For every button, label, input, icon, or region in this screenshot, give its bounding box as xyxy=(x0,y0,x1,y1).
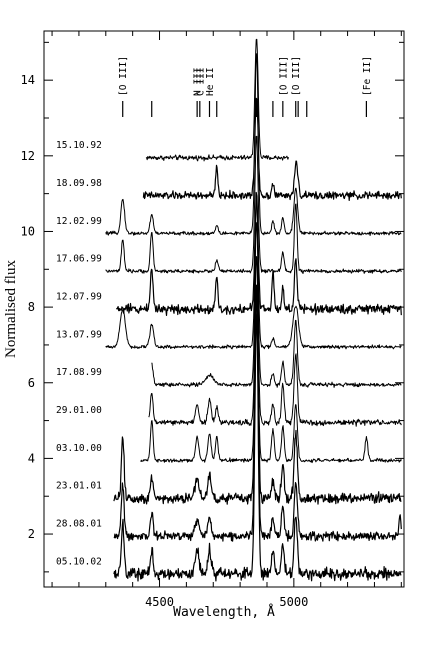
date-label-15.10.92: 15.10.92 xyxy=(56,140,102,151)
spectra-layer xyxy=(105,38,402,582)
y-tick-label: 14 xyxy=(21,73,35,87)
axis-ticks: 4500 5000 2 4 6 8 10 12 14 xyxy=(21,31,404,609)
y-tick-label: 12 xyxy=(21,149,35,163)
y-tick-label: 8 xyxy=(28,300,35,314)
x-tick-label: 5000 xyxy=(279,595,308,609)
date-label-03.10.00: 03.10.00 xyxy=(56,443,102,454)
spectrum-17.06.99 xyxy=(105,135,402,274)
date-label-17.06.99: 17.06.99 xyxy=(56,254,102,265)
line-label: [O III] xyxy=(278,56,289,96)
y-axis-title: Normalised flux xyxy=(3,260,19,358)
spectrum-15.10.92 xyxy=(145,38,289,162)
spectrum-18.09.98 xyxy=(142,97,402,201)
line-label: N III xyxy=(193,67,204,96)
x-axis-title: Wavelength, Å xyxy=(173,604,275,620)
date-label-17.08.99: 17.08.99 xyxy=(56,367,102,378)
line-label: [O III] xyxy=(118,56,129,96)
line-label: C III xyxy=(195,67,206,96)
plot-frame xyxy=(43,30,405,588)
spectrum-12.07.99 xyxy=(116,191,402,316)
date-label-18.09.98: 18.09.98 xyxy=(56,178,102,189)
date-label-05.10.02: 05.10.02 xyxy=(56,556,102,567)
date-label-12.07.99: 12.07.99 xyxy=(56,292,102,303)
date-label-13.07.99: 13.07.99 xyxy=(56,329,102,340)
line-label: [O III] xyxy=(291,56,302,96)
date-labels: 15.10.92 18.09.98 12.02.99 17.06.99 12.07.99… xyxy=(56,140,102,567)
line-label: [Fe II] xyxy=(362,56,373,96)
date-label-28.08.01: 28.08.01 xyxy=(56,518,102,529)
x-tick-label: 4500 xyxy=(145,595,174,609)
date-label-12.02.99: 12.02.99 xyxy=(56,216,102,227)
spectrum-05.10.02 xyxy=(113,313,402,582)
y-tick-label: 4 xyxy=(28,451,35,465)
line-label: He II xyxy=(205,67,216,96)
date-label-23.01.01: 23.01.01 xyxy=(56,481,102,492)
spectrum-13.07.99 xyxy=(105,201,402,350)
date-label-29.01.00: 29.01.00 xyxy=(56,405,102,416)
y-tick-label: 6 xyxy=(28,376,35,390)
y-tick-label: 2 xyxy=(28,527,35,541)
spectrum-12.02.99 xyxy=(105,53,402,236)
y-tick-label: 10 xyxy=(21,224,35,238)
spectrum-03.10.00 xyxy=(140,284,402,464)
spectrum-17.08.99 xyxy=(151,221,402,388)
spectrum-29.01.00 xyxy=(148,256,402,427)
